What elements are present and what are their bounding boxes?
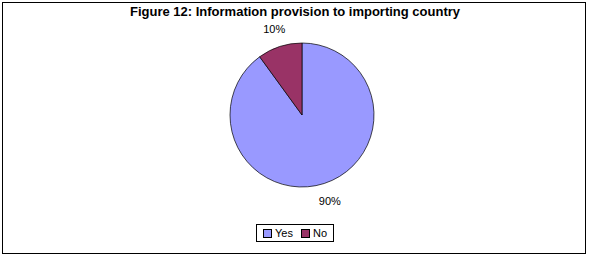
html-text:No: No [312,227,327,239]
html-text:Yes: Yes [275,227,293,239]
svg-text:90%: 90% [319,195,341,207]
html-text:Figure 12: Information provisi: Figure 12: Information provision to impo… [130,4,460,19]
svg-text:10%: 10% [263,23,285,35]
